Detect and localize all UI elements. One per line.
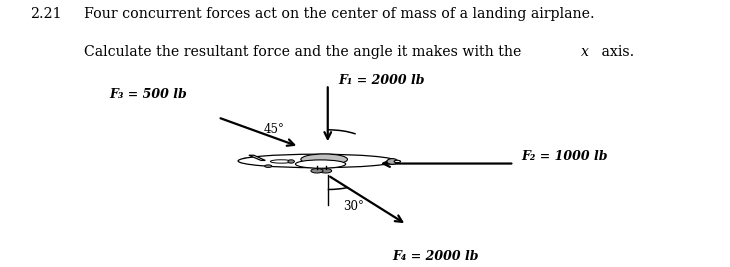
- Text: 30°: 30°: [344, 200, 364, 213]
- Polygon shape: [320, 160, 335, 163]
- Text: axis.: axis.: [597, 45, 634, 60]
- Polygon shape: [249, 155, 265, 160]
- Ellipse shape: [296, 160, 346, 168]
- Text: Four concurrent forces act on the center of mass of a landing airplane.: Four concurrent forces act on the center…: [84, 7, 594, 21]
- Polygon shape: [242, 158, 265, 160]
- Text: F₃ = 500 lb: F₃ = 500 lb: [109, 88, 187, 101]
- Ellipse shape: [320, 168, 331, 173]
- Text: F₄ = 2000 lb: F₄ = 2000 lb: [392, 250, 479, 264]
- Text: Calculate the resultant force and the angle it makes with the: Calculate the resultant force and the an…: [84, 45, 526, 60]
- Text: 2.21: 2.21: [30, 7, 61, 21]
- Ellipse shape: [301, 154, 347, 165]
- Ellipse shape: [311, 168, 323, 173]
- Polygon shape: [258, 160, 313, 163]
- Text: F₁ = 2000 lb: F₁ = 2000 lb: [339, 74, 425, 87]
- Ellipse shape: [387, 159, 398, 164]
- Text: F₂ = 1000 lb: F₂ = 1000 lb: [521, 150, 608, 163]
- Text: $x$: $x$: [580, 45, 590, 60]
- Ellipse shape: [270, 160, 292, 163]
- Ellipse shape: [394, 160, 401, 163]
- Text: 45°: 45°: [264, 123, 285, 136]
- Ellipse shape: [288, 160, 294, 163]
- Ellipse shape: [265, 165, 272, 167]
- Ellipse shape: [238, 154, 396, 168]
